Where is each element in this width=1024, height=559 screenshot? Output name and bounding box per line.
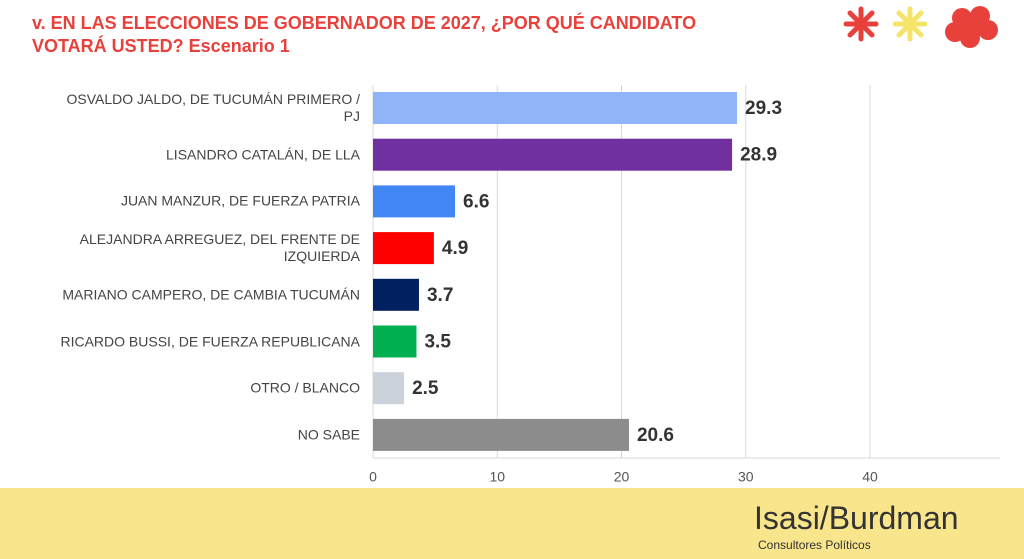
category-label: NO SABE: [297, 426, 360, 443]
footer-band: [0, 488, 1024, 559]
x-tick-label: 40: [862, 469, 878, 485]
category-label: RICARDO BUSSI, DE FUERZA REPUBLICANA: [60, 333, 360, 349]
logo-tagline: Consultores Políticos: [758, 538, 871, 552]
category-label: ALEJANDRA ARREGUEZ, DEL FRENTE DE IZQUIE…: [79, 231, 360, 265]
bar: [373, 372, 405, 405]
category-label: OSVALDO JALDO, DE TUCUMÁN PRIMERO / PJ: [66, 91, 360, 124]
value-label: 3.7: [427, 285, 453, 306]
value-label: 29.3: [745, 98, 782, 119]
category-label: LISANDRO CATALÁN, DE LLA: [166, 146, 360, 163]
category-label: JUAN MANZUR, DE FUERZA PATRIA: [120, 192, 360, 209]
decoration: [843, 6, 998, 48]
value-label: 20.6: [637, 425, 674, 446]
value-label: 28.9: [740, 145, 777, 166]
bar: [373, 138, 733, 171]
category-label: MARIANO CAMPERO, DE CAMBIA TUCUMÁN: [62, 286, 360, 303]
x-tick-label: 10: [489, 469, 505, 485]
bar: [373, 325, 417, 358]
chart: 0 10 20 30 40 29.3 28.9 6.6 4.9 3.7 3.5 2.5 20.6: [369, 6, 1000, 485]
bar: [373, 185, 456, 218]
value-label: 2.5: [412, 378, 439, 399]
bar: [373, 278, 419, 311]
chart-title: v. EN LAS ELECCIONES DE GOBERNADOR DE 20…: [32, 13, 697, 56]
bar: [373, 232, 434, 265]
bar: [373, 418, 629, 451]
logo-name: Isasi/Burdman: [754, 500, 959, 536]
category-label: OTRO / BLANCO: [250, 379, 360, 396]
x-tick-label: 0: [369, 469, 377, 485]
bar: [373, 92, 738, 124]
value-label: 4.9: [442, 238, 468, 259]
value-label: 6.6: [463, 191, 489, 212]
x-tick-label: 30: [738, 469, 754, 485]
value-label: 3.5: [424, 332, 451, 353]
x-tick-label: 20: [614, 469, 630, 485]
